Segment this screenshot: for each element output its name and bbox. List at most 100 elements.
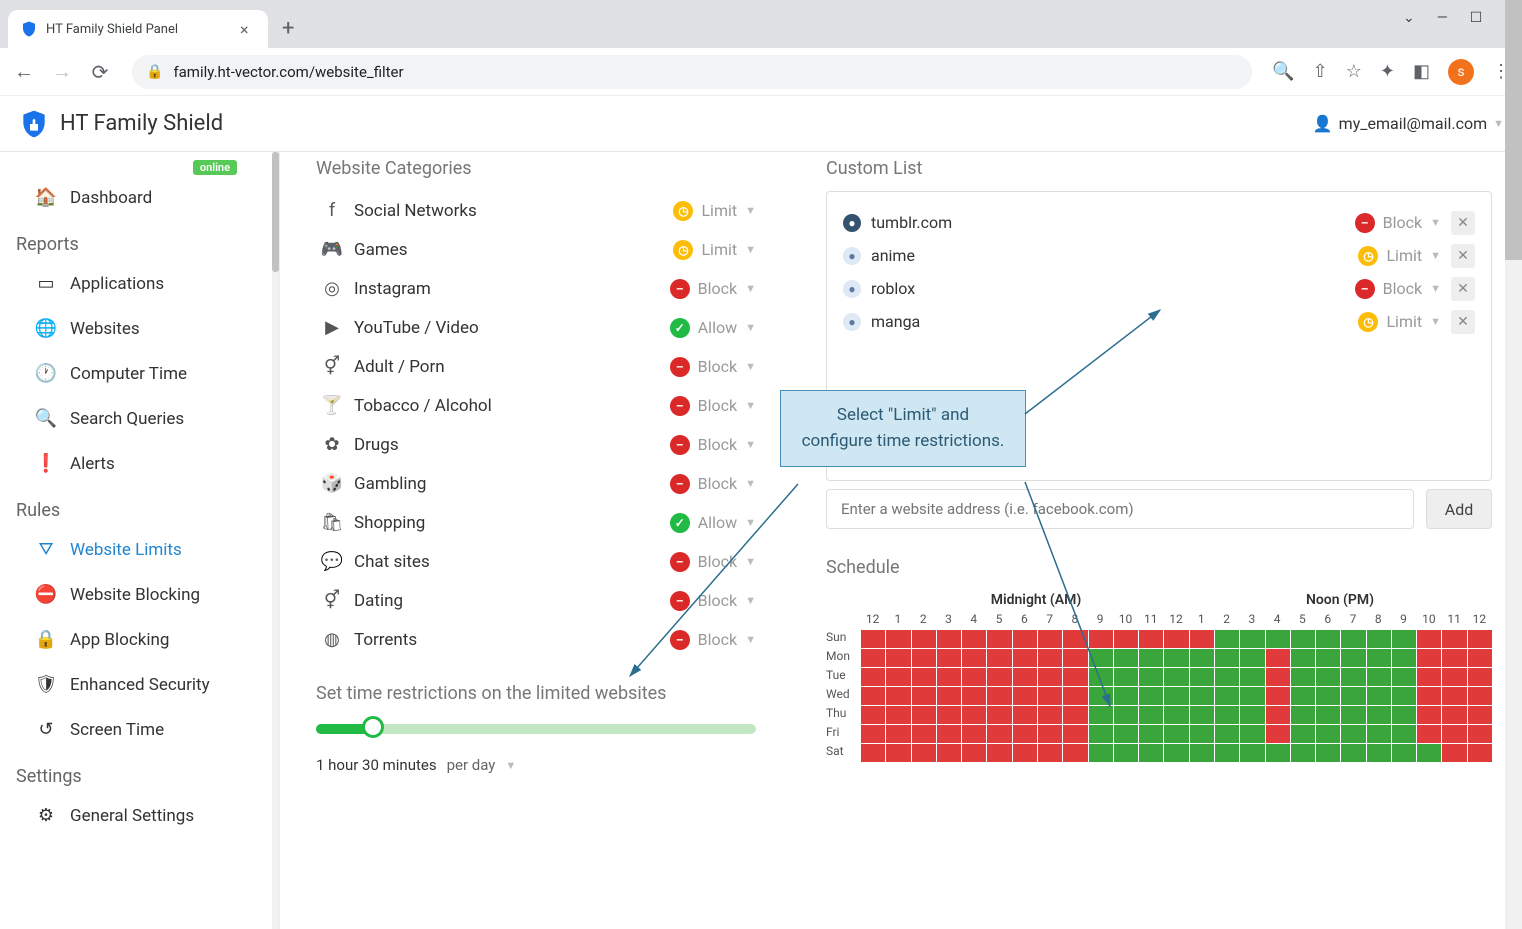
schedule-cell[interactable] xyxy=(1341,725,1365,743)
schedule-cell[interactable] xyxy=(1013,687,1037,705)
schedule-cell[interactable] xyxy=(861,687,885,705)
schedule-cell[interactable] xyxy=(1392,687,1416,705)
status-dropdown[interactable]: – Block ▼ xyxy=(670,591,756,611)
schedule-cell[interactable] xyxy=(1089,687,1113,705)
schedule-cell[interactable] xyxy=(1038,649,1062,667)
schedule-cell[interactable] xyxy=(1240,668,1264,686)
schedule-cell[interactable] xyxy=(1139,649,1163,667)
sidebar-item-computer-time[interactable]: 🕐Computer Time xyxy=(0,351,279,396)
schedule-cell[interactable] xyxy=(962,744,986,762)
schedule-cell[interactable] xyxy=(1392,706,1416,724)
schedule-cell[interactable] xyxy=(1316,744,1340,762)
schedule-cell[interactable] xyxy=(912,744,936,762)
status-dropdown[interactable]: – Block ▼ xyxy=(670,630,756,650)
schedule-cell[interactable] xyxy=(1164,687,1188,705)
schedule-cell[interactable] xyxy=(1341,687,1365,705)
schedule-cell[interactable] xyxy=(937,725,961,743)
status-dropdown[interactable]: – Block ▼ xyxy=(670,279,756,299)
schedule-cell[interactable] xyxy=(1367,630,1391,648)
delete-site-button[interactable]: ✕ xyxy=(1451,244,1475,268)
status-dropdown[interactable]: ✓ Allow ▼ xyxy=(670,513,756,533)
schedule-cell[interactable] xyxy=(1417,649,1441,667)
schedule-cell[interactable] xyxy=(1215,744,1239,762)
schedule-cell[interactable] xyxy=(962,649,986,667)
schedule-cell[interactable] xyxy=(937,706,961,724)
schedule-cell[interactable] xyxy=(1164,706,1188,724)
schedule-cell[interactable] xyxy=(1139,630,1163,648)
sidebar-item-app-blocking[interactable]: 🔒App Blocking xyxy=(0,617,279,662)
schedule-cell[interactable] xyxy=(1190,725,1214,743)
schedule-cell[interactable] xyxy=(1468,744,1492,762)
schedule-cell[interactable] xyxy=(1468,687,1492,705)
extensions-icon[interactable]: ✦ xyxy=(1380,61,1395,82)
schedule-cell[interactable] xyxy=(1266,725,1290,743)
schedule-cell[interactable] xyxy=(1316,630,1340,648)
schedule-cell[interactable] xyxy=(912,668,936,686)
new-tab-button[interactable]: + xyxy=(282,16,294,41)
schedule-cell[interactable] xyxy=(1139,668,1163,686)
schedule-cell[interactable] xyxy=(1063,668,1087,686)
schedule-cell[interactable] xyxy=(937,668,961,686)
schedule-cell[interactable] xyxy=(1392,668,1416,686)
status-dropdown[interactable]: ◷ Limit ▼ xyxy=(673,240,756,260)
schedule-cell[interactable] xyxy=(1139,725,1163,743)
schedule-cell[interactable] xyxy=(1316,668,1340,686)
sidebar-item-websites[interactable]: 🌐Websites xyxy=(0,306,279,351)
schedule-cell[interactable] xyxy=(1442,725,1466,743)
schedule-cell[interactable] xyxy=(937,649,961,667)
status-dropdown[interactable]: ✓ Allow ▼ xyxy=(670,318,756,338)
schedule-cell[interactable] xyxy=(912,687,936,705)
schedule-cell[interactable] xyxy=(1038,687,1062,705)
schedule-cell[interactable] xyxy=(1392,744,1416,762)
schedule-cell[interactable] xyxy=(1316,687,1340,705)
schedule-cell[interactable] xyxy=(1266,706,1290,724)
schedule-cell[interactable] xyxy=(1367,744,1391,762)
sidebar-item-website-blocking[interactable]: ⛔Website Blocking xyxy=(0,572,279,617)
schedule-cell[interactable] xyxy=(886,706,910,724)
schedule-cell[interactable] xyxy=(1341,668,1365,686)
schedule-cell[interactable] xyxy=(1063,744,1087,762)
schedule-cell[interactable] xyxy=(1240,687,1264,705)
schedule-cell[interactable] xyxy=(1316,725,1340,743)
schedule-cell[interactable] xyxy=(1190,668,1214,686)
schedule-cell[interactable] xyxy=(1013,725,1037,743)
schedule-cell[interactable] xyxy=(1266,744,1290,762)
schedule-cell[interactable] xyxy=(1468,668,1492,686)
schedule-cell[interactable] xyxy=(937,630,961,648)
sidepanel-icon[interactable]: ◧ xyxy=(1413,61,1430,82)
sidebar-item-alerts[interactable]: ❗Alerts xyxy=(0,441,279,486)
schedule-cell[interactable] xyxy=(1215,687,1239,705)
schedule-cell[interactable] xyxy=(1468,706,1492,724)
schedule-cell[interactable] xyxy=(1013,744,1037,762)
schedule-cell[interactable] xyxy=(1089,706,1113,724)
zoom-icon[interactable]: 🔍 xyxy=(1272,61,1294,82)
schedule-cell[interactable] xyxy=(1190,706,1214,724)
schedule-cell[interactable] xyxy=(1291,649,1315,667)
schedule-cell[interactable] xyxy=(1291,744,1315,762)
schedule-cell[interactable] xyxy=(1114,668,1138,686)
schedule-cell[interactable] xyxy=(1139,706,1163,724)
schedule-cell[interactable] xyxy=(962,630,986,648)
schedule-cell[interactable] xyxy=(1291,687,1315,705)
schedule-cell[interactable] xyxy=(962,668,986,686)
schedule-cell[interactable] xyxy=(886,649,910,667)
schedule-cell[interactable] xyxy=(1215,725,1239,743)
add-site-button[interactable]: Add xyxy=(1426,489,1492,529)
schedule-cell[interactable] xyxy=(861,725,885,743)
schedule-cell[interactable] xyxy=(912,649,936,667)
schedule-cell[interactable] xyxy=(886,668,910,686)
schedule-cell[interactable] xyxy=(1367,706,1391,724)
schedule-cell[interactable] xyxy=(1417,744,1441,762)
schedule-cell[interactable] xyxy=(987,744,1011,762)
schedule-cell[interactable] xyxy=(886,725,910,743)
profile-avatar[interactable]: s xyxy=(1448,59,1474,85)
sidebar-item-enhanced-security[interactable]: 🛡Enhanced Security xyxy=(0,662,279,707)
schedule-grid[interactable]: SunMonTueWedThuFriSat xyxy=(826,630,1492,762)
schedule-cell[interactable] xyxy=(1468,630,1492,648)
schedule-cell[interactable] xyxy=(1063,725,1087,743)
schedule-cell[interactable] xyxy=(1291,706,1315,724)
schedule-cell[interactable] xyxy=(1139,687,1163,705)
schedule-cell[interactable] xyxy=(1089,630,1113,648)
schedule-cell[interactable] xyxy=(1417,687,1441,705)
page-scrollbar[interactable] xyxy=(1505,0,1522,929)
